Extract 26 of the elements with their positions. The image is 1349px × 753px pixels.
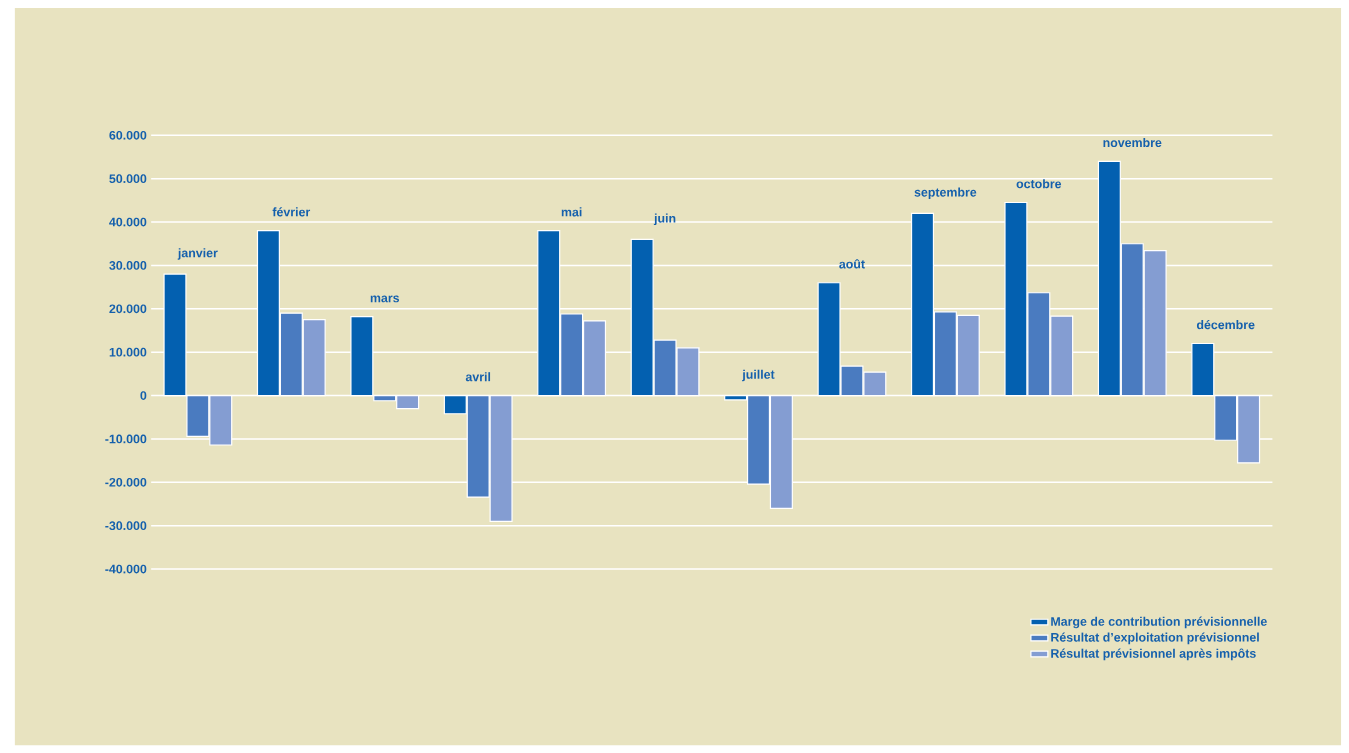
x-tick-label: décembre	[1196, 319, 1255, 330]
x-tick-label: janvier	[177, 248, 218, 260]
y-tick-label: 40.000	[109, 217, 147, 227]
x-tick-label: mars	[370, 295, 400, 303]
x-tick-label: octobre	[1016, 179, 1062, 189]
x-tick-label: novembre	[1103, 137, 1162, 147]
x-tick-label: mai	[561, 207, 582, 217]
y-tick-label: -30.000	[105, 521, 147, 531]
x-tick-label: février	[272, 207, 311, 217]
y-tick-label: 20.000	[109, 304, 147, 314]
y-tick-label: -20.000	[105, 477, 147, 487]
y-tick-label: 0	[140, 391, 147, 400]
y-tick-label: 50.000	[109, 174, 147, 183]
legend-label: Résultat prévisionnel après impôts	[1051, 648, 1256, 661]
y-tick-label: 60.000	[109, 130, 147, 140]
x-tick-label: août	[839, 259, 865, 269]
x-tick-label: juillet	[742, 369, 775, 382]
legend-label: Résultat d’exploitation prévisionnel	[1051, 632, 1259, 645]
y-tick-label: -40.000	[105, 564, 147, 574]
x-tick-label: avril	[465, 372, 491, 382]
y-tick-label: 10.000	[109, 347, 147, 357]
x-tick-label: juin	[653, 213, 676, 226]
legend-label: Marge de contribution prévisionnelle	[1051, 616, 1267, 629]
y-tick-label: 30.000	[109, 260, 147, 270]
y-tick-label: -10.000	[105, 434, 147, 444]
x-tick-label: septembre	[914, 187, 977, 200]
